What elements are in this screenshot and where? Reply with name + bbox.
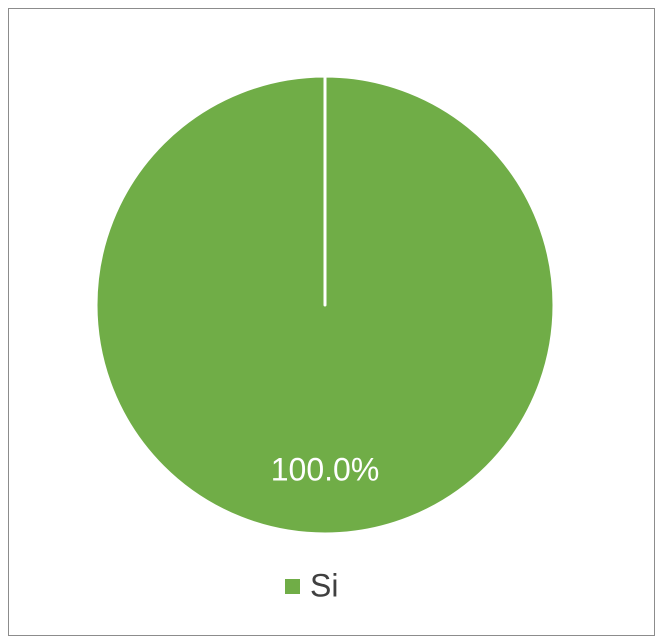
legend-swatch	[285, 579, 300, 594]
data-label: 100.0%	[271, 452, 380, 488]
pie-slice	[94, 74, 556, 536]
legend-label: Si	[310, 567, 338, 603]
